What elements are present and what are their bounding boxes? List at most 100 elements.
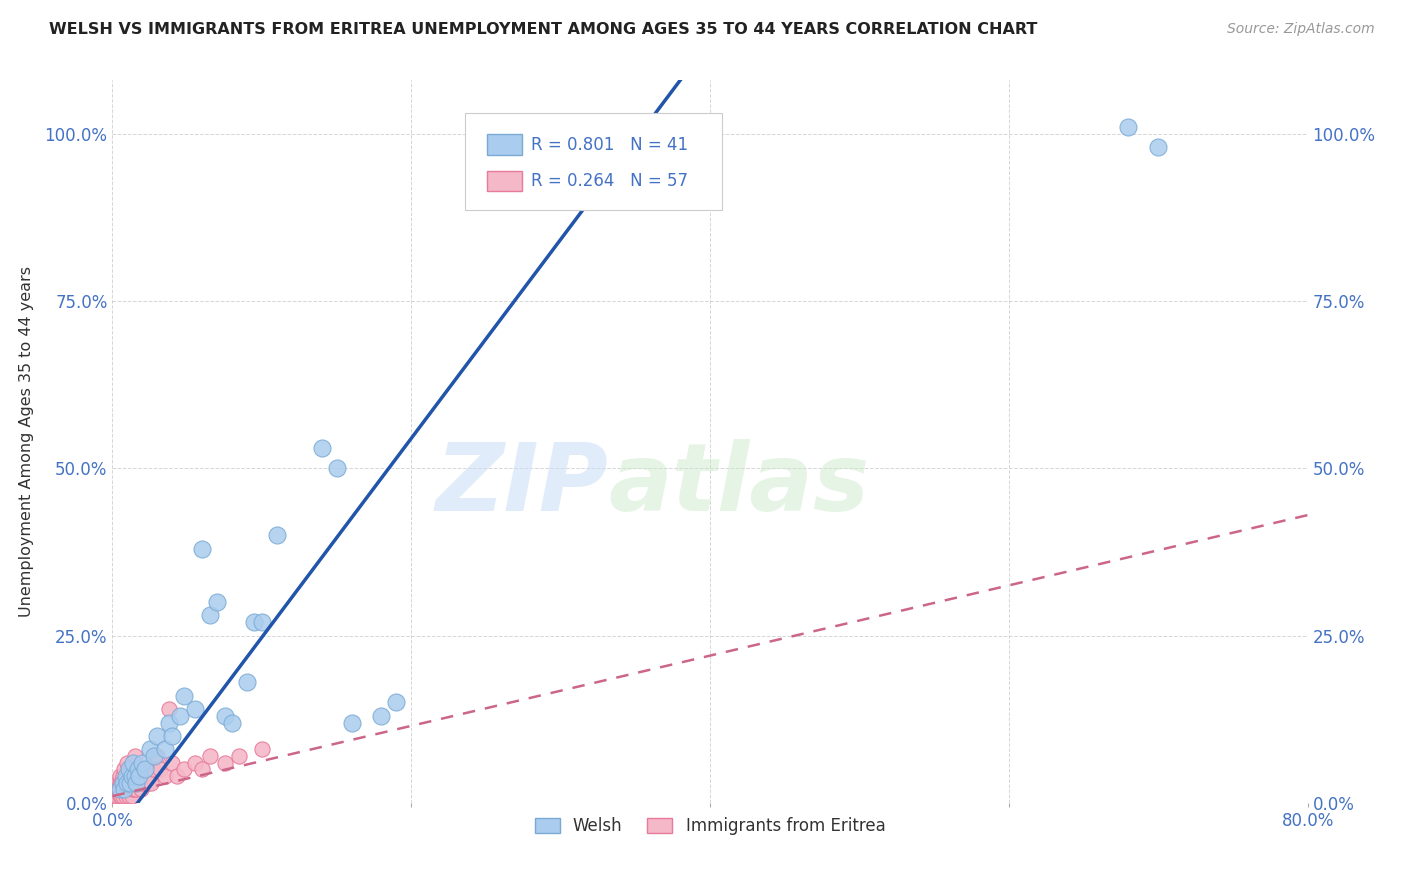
Point bbox=[131, 776, 153, 790]
Point bbox=[221, 715, 243, 730]
Point bbox=[105, 782, 128, 797]
Point bbox=[120, 776, 142, 790]
Point bbox=[121, 776, 143, 790]
Point bbox=[143, 749, 166, 764]
Point bbox=[1147, 140, 1170, 154]
Point bbox=[114, 762, 135, 776]
Point bbox=[125, 782, 148, 797]
Point bbox=[205, 595, 228, 609]
Point bbox=[120, 762, 142, 776]
Point bbox=[141, 776, 163, 790]
Point bbox=[124, 749, 146, 764]
Point bbox=[166, 769, 188, 783]
Point bbox=[110, 789, 132, 804]
Point bbox=[191, 762, 214, 776]
Point bbox=[105, 789, 128, 804]
Point bbox=[183, 756, 205, 770]
Point bbox=[157, 702, 180, 716]
Point bbox=[266, 528, 288, 542]
Text: R = 0.801   N = 41: R = 0.801 N = 41 bbox=[531, 136, 688, 153]
Point bbox=[121, 789, 143, 804]
Point bbox=[162, 729, 183, 743]
Point bbox=[153, 742, 176, 756]
Point bbox=[228, 749, 250, 764]
Point bbox=[118, 776, 141, 790]
Point bbox=[654, 127, 676, 141]
Point bbox=[128, 769, 150, 783]
Point bbox=[107, 776, 129, 790]
Point bbox=[236, 675, 259, 690]
Point bbox=[124, 769, 146, 783]
Y-axis label: Unemployment Among Ages 35 to 44 years: Unemployment Among Ages 35 to 44 years bbox=[18, 266, 34, 617]
Point bbox=[142, 762, 165, 776]
Point bbox=[243, 615, 266, 630]
Point bbox=[132, 769, 155, 783]
Text: WELSH VS IMMIGRANTS FROM ERITREA UNEMPLOYMENT AMONG AGES 35 TO 44 YEARS CORRELAT: WELSH VS IMMIGRANTS FROM ERITREA UNEMPLO… bbox=[49, 22, 1038, 37]
Point bbox=[139, 769, 162, 783]
Point bbox=[104, 789, 127, 804]
Point bbox=[149, 762, 172, 776]
FancyBboxPatch shape bbox=[486, 135, 523, 154]
Point bbox=[127, 762, 149, 776]
Point bbox=[138, 776, 160, 790]
Point bbox=[134, 776, 156, 790]
Point bbox=[111, 776, 134, 790]
Point bbox=[117, 756, 139, 770]
Point bbox=[114, 782, 135, 797]
FancyBboxPatch shape bbox=[486, 170, 523, 191]
Point bbox=[385, 696, 408, 710]
Point bbox=[108, 789, 131, 804]
Point bbox=[121, 769, 143, 783]
Point bbox=[108, 769, 131, 783]
Point bbox=[120, 782, 142, 797]
Point bbox=[111, 782, 134, 797]
Text: ZIP: ZIP bbox=[436, 439, 609, 531]
Point bbox=[129, 782, 152, 797]
Point bbox=[108, 782, 131, 797]
Point bbox=[183, 702, 205, 716]
Point bbox=[250, 742, 273, 756]
Point bbox=[131, 756, 153, 770]
Point bbox=[122, 756, 145, 770]
Point bbox=[107, 782, 129, 797]
Point bbox=[198, 608, 221, 623]
Point bbox=[114, 782, 135, 797]
FancyBboxPatch shape bbox=[465, 112, 723, 211]
Point bbox=[214, 708, 236, 723]
Point bbox=[118, 789, 141, 804]
Point bbox=[173, 689, 195, 703]
Point bbox=[125, 776, 148, 790]
Point bbox=[111, 769, 134, 783]
Point bbox=[128, 769, 150, 783]
Point bbox=[325, 461, 347, 475]
Point bbox=[122, 769, 145, 783]
Point bbox=[117, 782, 139, 797]
Point bbox=[134, 762, 156, 776]
Point bbox=[146, 729, 169, 743]
Point bbox=[340, 715, 363, 730]
Point bbox=[169, 708, 191, 723]
Point bbox=[115, 776, 138, 790]
Point bbox=[146, 749, 169, 764]
Legend: Welsh, Immigrants from Eritrea: Welsh, Immigrants from Eritrea bbox=[527, 810, 893, 841]
Text: Source: ZipAtlas.com: Source: ZipAtlas.com bbox=[1227, 22, 1375, 37]
Point bbox=[117, 776, 139, 790]
Point bbox=[115, 789, 138, 804]
Point bbox=[214, 756, 236, 770]
Point bbox=[250, 615, 273, 630]
Point bbox=[122, 782, 145, 797]
Point bbox=[114, 776, 135, 790]
Point bbox=[110, 776, 132, 790]
Point bbox=[127, 776, 149, 790]
Point bbox=[108, 782, 131, 797]
Point bbox=[370, 708, 392, 723]
Point bbox=[173, 762, 195, 776]
Point bbox=[117, 769, 139, 783]
Text: atlas: atlas bbox=[609, 439, 870, 531]
Point bbox=[198, 749, 221, 764]
Point bbox=[124, 782, 146, 797]
Point bbox=[139, 742, 162, 756]
Point bbox=[115, 769, 138, 783]
Point bbox=[111, 789, 134, 804]
Point bbox=[118, 762, 141, 776]
